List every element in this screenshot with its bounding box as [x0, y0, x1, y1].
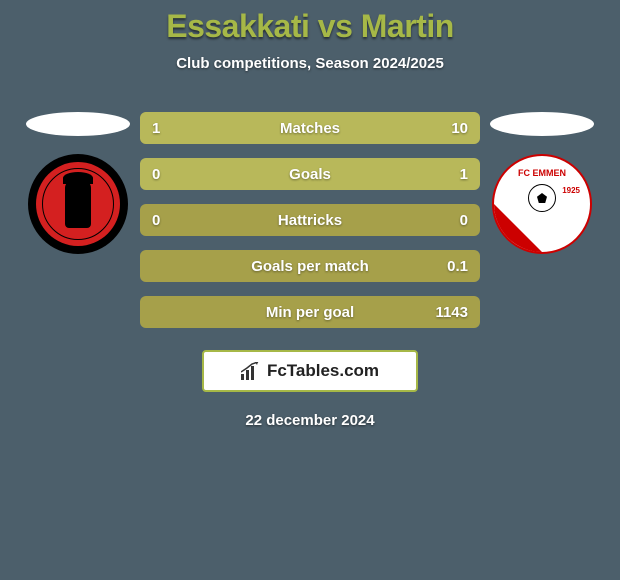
- stat-label: Hattricks: [140, 212, 480, 229]
- stat-value-right: 1: [460, 166, 468, 183]
- stat-bar: Goals per match0.1: [140, 250, 480, 282]
- chart-icon: [241, 362, 261, 380]
- stats-column: 1Matches100Goals10Hattricks0Goals per ma…: [140, 112, 480, 328]
- vs-separator: vs: [318, 8, 353, 44]
- stat-bar: Min per goal1143: [140, 296, 480, 328]
- left-badge-inner: [36, 162, 120, 246]
- branding-text: FcTables.com: [267, 361, 379, 381]
- main-row: 1Matches100Goals10Hattricks0Goals per ma…: [0, 112, 620, 328]
- stat-value-right: 10: [451, 120, 468, 137]
- stat-label: Matches: [140, 120, 480, 137]
- right-club-badge: FC EMMEN 1925: [492, 154, 592, 254]
- right-flag-placeholder: [490, 112, 594, 136]
- stat-bar: 1Matches10: [140, 112, 480, 144]
- trophy-icon: [65, 180, 91, 228]
- branding-box[interactable]: FcTables.com: [202, 350, 418, 392]
- right-club-year: 1925: [562, 186, 580, 195]
- date-text: 22 december 2024: [0, 412, 620, 429]
- right-column: FC EMMEN 1925: [490, 112, 594, 254]
- left-club-badge: [28, 154, 128, 254]
- page-title: Essakkati vs Martin: [0, 8, 620, 45]
- comparison-widget: Essakkati vs Martin Club competitions, S…: [0, 0, 620, 429]
- stat-bar: 0Goals1: [140, 158, 480, 190]
- stat-label: Min per goal: [140, 304, 480, 321]
- stat-label: Goals per match: [140, 258, 480, 275]
- player2-name: Martin: [361, 8, 454, 44]
- subtitle: Club competitions, Season 2024/2025: [0, 55, 620, 72]
- stat-value-right: 1143: [435, 304, 468, 321]
- soccer-ball-icon: [528, 184, 556, 212]
- right-club-name: FC EMMEN: [494, 168, 590, 178]
- left-column: [26, 112, 130, 254]
- stat-value-right: 0: [460, 212, 468, 229]
- stat-label: Goals: [140, 166, 480, 183]
- player1-name: Essakkati: [166, 8, 309, 44]
- stat-bar: 0Hattricks0: [140, 204, 480, 236]
- left-flag-placeholder: [26, 112, 130, 136]
- stat-value-right: 0.1: [447, 258, 468, 275]
